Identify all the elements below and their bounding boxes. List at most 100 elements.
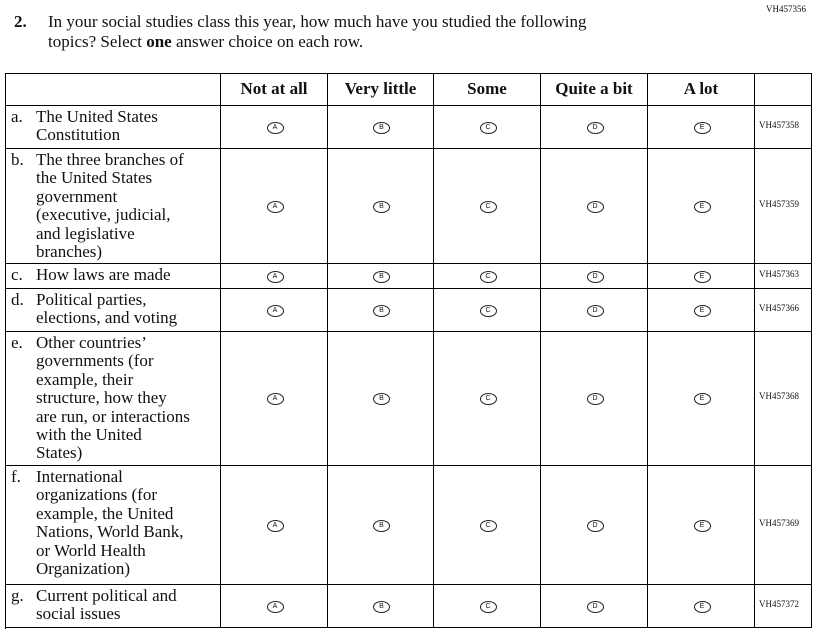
- table-cell: [221, 106, 328, 149]
- row-text: the United States: [36, 168, 153, 188]
- table-cell: [434, 106, 541, 149]
- table-cell: [648, 264, 755, 289]
- answer-bubble[interactable]: E: [693, 304, 711, 317]
- answer-bubble[interactable]: C: [479, 304, 497, 317]
- answer-bubble[interactable]: A: [266, 304, 284, 317]
- row-letter: e.: [11, 333, 23, 352]
- answer-bubble[interactable]: B: [373, 304, 390, 317]
- table-cell: [541, 264, 648, 289]
- header-cell: [5, 73, 221, 106]
- table-cell: [5, 264, 221, 289]
- row-code: VH457359: [759, 198, 799, 209]
- answer-bubble[interactable]: E: [693, 600, 711, 613]
- answer-bubble[interactable]: C: [479, 270, 497, 283]
- row-code: VH457369: [759, 517, 799, 528]
- column-header: Quite a bit: [541, 73, 648, 106]
- row-code: VH457358: [759, 119, 799, 130]
- row-letter: a.: [11, 107, 23, 126]
- answer-bubble[interactable]: B: [373, 393, 390, 405]
- table-cell: [328, 585, 434, 628]
- answer-bubble[interactable]: E: [693, 519, 711, 532]
- answer-bubble[interactable]: A: [266, 600, 284, 613]
- table-cell: [648, 106, 755, 149]
- answer-bubble[interactable]: B: [373, 600, 390, 613]
- table-cell: [755, 289, 812, 332]
- row-text: branches): [36, 242, 103, 261]
- row-text: Nations, World Bank,: [36, 522, 184, 542]
- table-cell: [5, 466, 221, 585]
- table-cell: [5, 585, 221, 628]
- table-cell: [434, 264, 541, 289]
- row-text: or World Health: [36, 540, 146, 560]
- table-cell: [434, 332, 541, 466]
- column-header: A lot: [648, 73, 755, 106]
- table-cell: [541, 332, 648, 466]
- answer-bubble[interactable]: D: [586, 200, 604, 213]
- table-cell: [755, 466, 812, 585]
- table-cell: [5, 332, 221, 466]
- table-cell: [221, 585, 328, 628]
- table-cell: [5, 106, 221, 149]
- answer-bubble[interactable]: B: [373, 121, 390, 134]
- answer-bubble[interactable]: A: [266, 121, 284, 134]
- table-cell: [328, 106, 434, 149]
- row-text: Other countries’: [36, 333, 147, 352]
- table-cell: [328, 149, 434, 264]
- answer-bubble[interactable]: B: [373, 519, 390, 532]
- table-cell: [541, 149, 648, 264]
- table-cell: [328, 264, 434, 289]
- question-line: topics? Select one answer choice on each…: [48, 32, 363, 52]
- column-header: Not at all: [221, 73, 328, 106]
- row-text: The United States: [36, 107, 158, 126]
- answer-bubble[interactable]: E: [693, 393, 711, 405]
- table-cell: [328, 332, 434, 466]
- answer-bubble[interactable]: D: [586, 121, 604, 134]
- table-cell: [755, 332, 812, 466]
- answer-bubble[interactable]: E: [693, 121, 711, 134]
- row-letter: c.: [11, 265, 23, 284]
- question-number: 2.: [14, 12, 27, 31]
- answer-bubble[interactable]: D: [586, 393, 604, 405]
- table-cell: [221, 289, 328, 332]
- row-text: example, the United: [36, 503, 174, 523]
- answer-bubble[interactable]: D: [586, 600, 604, 613]
- answer-bubble[interactable]: E: [693, 270, 711, 283]
- row-letter: d.: [11, 290, 24, 309]
- row-code: VH457363: [759, 268, 799, 279]
- answer-bubble[interactable]: C: [479, 519, 497, 532]
- row-text: International: [36, 467, 123, 486]
- row-text: example, their: [36, 369, 134, 389]
- row-text: with the United: [36, 425, 142, 444]
- answer-bubble[interactable]: D: [586, 304, 604, 317]
- answer-bubble[interactable]: C: [479, 200, 497, 213]
- answer-bubble[interactable]: C: [479, 600, 497, 613]
- question-line: In your social studies class this year, …: [48, 12, 587, 31]
- table-cell: [648, 289, 755, 332]
- row-text: How laws are made: [36, 265, 171, 284]
- answer-bubble[interactable]: D: [586, 519, 604, 532]
- question-text: answer choice on each row.: [171, 32, 364, 51]
- row-text: (executive, judicial,: [36, 205, 171, 225]
- answer-bubble[interactable]: E: [693, 200, 711, 213]
- answer-bubble[interactable]: C: [479, 121, 497, 134]
- answer-bubble[interactable]: D: [586, 270, 604, 283]
- row-letter: b.: [11, 150, 24, 169]
- table-cell: [434, 289, 541, 332]
- table-cell: [434, 585, 541, 628]
- table-cell: [221, 466, 328, 585]
- answer-bubble[interactable]: C: [479, 393, 497, 405]
- answer-bubble[interactable]: A: [266, 200, 284, 213]
- answer-bubble[interactable]: A: [266, 393, 284, 405]
- answer-bubble[interactable]: A: [266, 519, 284, 532]
- column-header: Very little: [328, 73, 434, 106]
- row-text: States): [36, 443, 83, 463]
- table-cell: [541, 289, 648, 332]
- answer-table: [5, 73, 812, 629]
- row-code: VH457368: [759, 391, 799, 401]
- answer-bubble[interactable]: A: [266, 270, 284, 283]
- table-cell: [328, 289, 434, 332]
- answer-bubble[interactable]: B: [373, 200, 390, 213]
- answer-bubble[interactable]: B: [373, 270, 390, 283]
- question-emphasis: one: [146, 32, 172, 51]
